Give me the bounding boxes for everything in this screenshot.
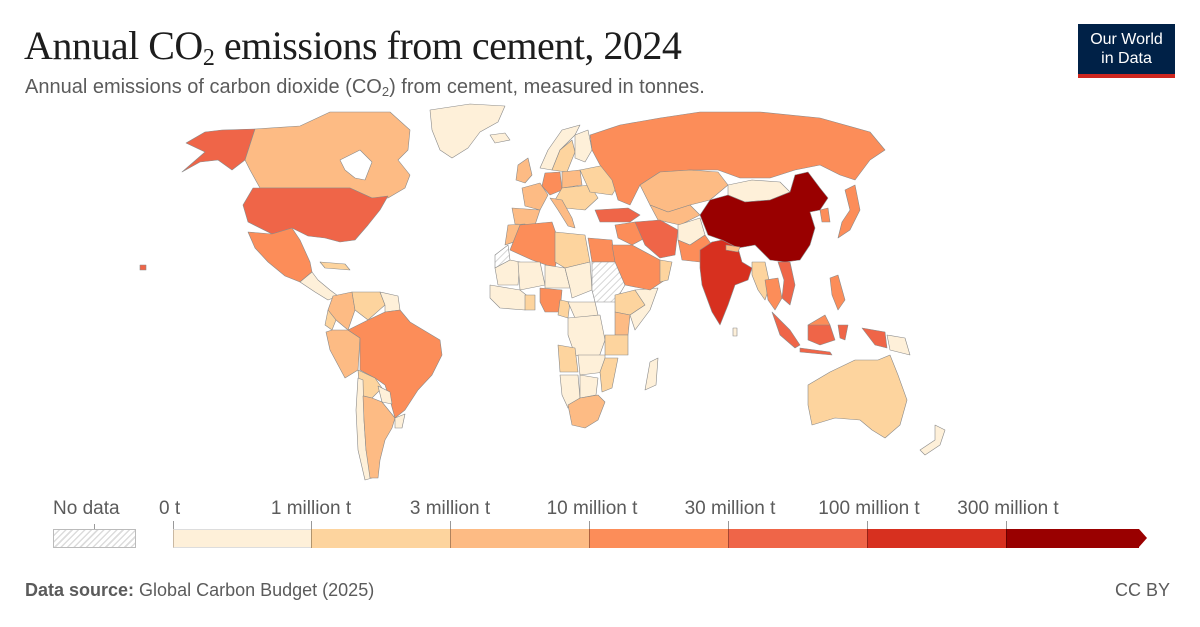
country-nigeria[interactable]	[539, 287, 563, 313]
legend-bin-3m-10m[interactable]	[450, 529, 589, 548]
country-russia[interactable]	[589, 111, 886, 206]
legend-bin-tick	[1006, 521, 1007, 529]
country-venezuela[interactable]	[351, 291, 386, 321]
country-cuba[interactable]	[319, 261, 351, 271]
legend-bin-tick	[867, 521, 868, 529]
country-australia[interactable]	[807, 354, 908, 439]
legend-tick-1m: 1 million t	[270, 498, 352, 519]
country-iceland[interactable]	[489, 132, 511, 144]
country-tanzania[interactable]	[604, 334, 629, 356]
country-usa-alaska[interactable]	[181, 128, 256, 173]
country-libya[interactable]	[554, 231, 591, 269]
country-kenya[interactable]	[614, 311, 631, 336]
country-poland[interactable]	[561, 169, 583, 189]
country-spain[interactable]	[511, 207, 541, 226]
legend-bin-300m-plus[interactable]	[1006, 529, 1139, 548]
legend-bin-tick	[173, 521, 174, 529]
country-central-america[interactable]	[299, 271, 339, 301]
legend-bin-0-1m[interactable]	[173, 529, 311, 548]
country-mexico[interactable]	[247, 227, 313, 283]
country-chad[interactable]	[564, 261, 593, 299]
country-turkey[interactable]	[594, 207, 641, 223]
legend-tick-300m: 300 million t	[957, 498, 1059, 519]
country-philippines[interactable]	[829, 274, 846, 311]
world-map	[139, 103, 946, 481]
data-source: Data source: Global Carbon Budget (2025)	[25, 580, 375, 600]
license-link[interactable]: CC BY	[1114, 580, 1170, 600]
country-south-korea[interactable]	[819, 207, 831, 223]
legend-tick-0: 0 t	[159, 498, 181, 519]
country-japan[interactable]	[837, 184, 861, 239]
legend-no-data-swatch[interactable]	[53, 529, 136, 548]
country-indonesia-sumatra[interactable]	[771, 311, 801, 349]
country-france[interactable]	[521, 182, 549, 211]
legend-tick-30m: 30 million t	[684, 498, 776, 519]
country-indonesia-papua[interactable]	[861, 327, 888, 349]
country-ghana[interactable]	[524, 294, 536, 311]
legend-bin-tick	[589, 521, 590, 529]
country-madagascar[interactable]	[644, 357, 659, 391]
logo-line1: Our World	[1090, 31, 1163, 48]
country-thailand[interactable]	[764, 277, 783, 311]
country-sri-lanka[interactable]	[732, 327, 738, 337]
legend-tick-3m: 3 million t	[409, 498, 491, 519]
legend-bin-100m-300m[interactable]	[867, 529, 1006, 548]
country-uruguay[interactable]	[394, 413, 406, 429]
country-saudi-arabia[interactable]	[611, 244, 666, 291]
country-usa-hawaii[interactable]	[139, 264, 147, 271]
country-uk[interactable]	[515, 157, 533, 184]
country-india[interactable]	[699, 239, 753, 326]
legend-arrow-icon	[1139, 529, 1147, 547]
country-indonesia-java[interactable]	[799, 347, 833, 356]
country-myanmar[interactable]	[751, 261, 771, 301]
country-germany[interactable]	[541, 171, 563, 196]
country-peru[interactable]	[325, 329, 361, 379]
country-vietnam[interactable]	[777, 261, 796, 306]
country-finland[interactable]	[574, 129, 593, 163]
legend-bin-tick	[728, 521, 729, 529]
chart-subtitle: Annual emissions of carbon dioxide (CO2)…	[25, 76, 705, 99]
country-indonesia-borneo[interactable]	[807, 324, 836, 346]
country-botswana[interactable]	[579, 374, 599, 399]
country-usa[interactable]	[242, 187, 389, 243]
legend-no-data-tick	[94, 524, 95, 529]
country-italy[interactable]	[549, 197, 576, 229]
country-papua-new-guinea[interactable]	[886, 334, 911, 356]
country-mozambique[interactable]	[599, 357, 619, 393]
country-iran[interactable]	[634, 219, 679, 259]
legend-bin-tick	[311, 521, 312, 529]
country-argentina[interactable]	[362, 395, 396, 479]
country-oman[interactable]	[659, 259, 673, 283]
country-canada[interactable]	[244, 111, 411, 199]
hudson-bay	[339, 149, 373, 181]
country-mali[interactable]	[517, 261, 546, 291]
legend-tick-10m: 10 million t	[546, 498, 638, 519]
country-china[interactable]	[699, 171, 829, 263]
legend-bin-30m-100m[interactable]	[728, 529, 867, 548]
legend: No data 0 t 1 million t 3 million t 10 m…	[0, 490, 1200, 560]
country-egypt[interactable]	[587, 237, 616, 263]
country-paraguay[interactable]	[377, 385, 393, 405]
legend-tick-100m: 100 million t	[818, 498, 920, 519]
logo-line2: in Data	[1101, 50, 1152, 67]
chart-title: Annual CO2 emissions from cement, 2024	[24, 23, 682, 71]
legend-no-data-label: No data	[53, 498, 120, 519]
country-somalia[interactable]	[629, 287, 659, 331]
owid-logo[interactable]: Our World in Data	[1078, 24, 1175, 78]
country-indonesia-sulawesi[interactable]	[837, 324, 849, 341]
legend-bin-tick	[450, 521, 451, 529]
country-greenland[interactable]	[429, 103, 506, 159]
country-south-africa[interactable]	[567, 394, 606, 429]
legend-bin-1m-3m[interactable]	[311, 529, 450, 548]
country-nepal[interactable]	[725, 244, 741, 253]
country-angola[interactable]	[557, 344, 579, 373]
country-new-zealand[interactable]	[919, 424, 946, 456]
legend-bin-10m-30m[interactable]	[589, 529, 728, 548]
